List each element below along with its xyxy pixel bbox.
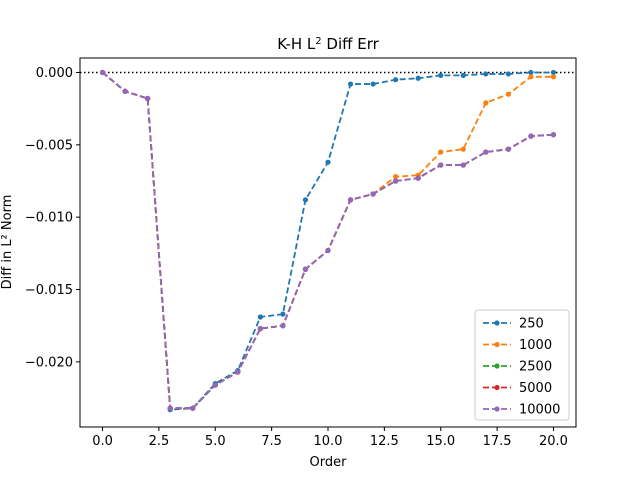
data-point [438, 149, 444, 155]
x-tick-label: 15.0 [426, 434, 455, 449]
data-point [483, 149, 489, 155]
legend-marker [494, 406, 500, 412]
legend-entry-250: 250 [483, 317, 544, 332]
data-point [235, 369, 241, 375]
data-point [347, 81, 354, 87]
legend-label: 2500 [519, 360, 552, 375]
legend: 250 1000 2500 5000 10000 [474, 309, 570, 421]
data-point [550, 132, 557, 138]
data-point [370, 81, 376, 87]
legend-marker [494, 320, 500, 326]
data-point [438, 162, 444, 168]
y-axis-label: Diff in L² Norm [0, 195, 15, 290]
data-point [528, 133, 534, 139]
data-point [325, 159, 331, 165]
data-point [99, 69, 106, 76]
data-point [393, 174, 399, 180]
data-point [483, 71, 489, 77]
y-axis: 0.000 −0.005 −0.010 −0.015 −0.020 [25, 66, 80, 370]
y-tick-label: 0.000 [36, 66, 73, 81]
data-point [460, 146, 466, 152]
data-point [257, 314, 263, 320]
legend-label: 1000 [519, 338, 552, 353]
data-point [145, 95, 151, 102]
x-tick-label: 20.0 [539, 434, 568, 449]
data-point [325, 247, 331, 254]
data-point [302, 266, 309, 272]
x-tick-label: 0.0 [92, 434, 113, 449]
legend-box [474, 309, 570, 421]
chart-title: K-H L2 Diff Err [277, 35, 379, 53]
data-point [347, 197, 354, 203]
data-point [550, 69, 557, 76]
legend-marker [494, 384, 500, 391]
data-point [257, 326, 263, 332]
data-point [528, 69, 534, 76]
data-point [122, 88, 128, 94]
x-tick-label: 2.5 [149, 434, 170, 449]
data-point [280, 311, 286, 317]
data-point [505, 146, 511, 152]
x-tick-label: 17.5 [483, 434, 512, 449]
legend-label: 5000 [519, 381, 552, 396]
data-point [370, 191, 376, 197]
legend-marker [494, 341, 500, 348]
data-point [483, 100, 489, 106]
legend-entry-2500: 2500 [483, 360, 552, 375]
data-point [167, 405, 173, 411]
data-point [528, 74, 534, 80]
data-point [460, 72, 466, 78]
data-point [550, 74, 557, 80]
plot-area [80, 69, 576, 413]
legend-label: 250 [519, 317, 544, 332]
data-point [438, 72, 444, 78]
data-point [505, 71, 511, 77]
x-tick-label: 7.5 [261, 434, 282, 449]
x-tick-label: 10.0 [314, 434, 343, 449]
legend-entry-5000: 5000 [483, 381, 552, 396]
data-point [505, 91, 511, 97]
data-point [460, 162, 466, 168]
x-axis-label: Order [310, 455, 348, 470]
x-tick-label: 5.0 [205, 434, 226, 449]
y-tick-label: −0.015 [25, 283, 73, 298]
y-tick-label: −0.020 [25, 355, 73, 370]
data-point [393, 178, 399, 184]
legend-marker [494, 363, 500, 369]
data-point [280, 323, 286, 329]
data-point [415, 175, 421, 181]
x-tick-label: 12.5 [370, 434, 399, 449]
data-point [212, 382, 218, 388]
y-tick-label: −0.005 [25, 138, 73, 153]
data-point [393, 77, 399, 83]
data-point [302, 197, 309, 203]
series-10000 [99, 69, 557, 411]
legend-entry-10000: 10000 [483, 403, 560, 418]
data-point [190, 405, 196, 411]
y-tick-label: −0.010 [25, 211, 73, 226]
legend-label: 10000 [519, 403, 560, 418]
data-point [415, 75, 421, 81]
x-axis: 0.0 2.5 5.0 7.5 10.0 12.5 15.0 17.5 20.0 [92, 427, 568, 449]
legend-entry-1000: 1000 [483, 338, 552, 353]
